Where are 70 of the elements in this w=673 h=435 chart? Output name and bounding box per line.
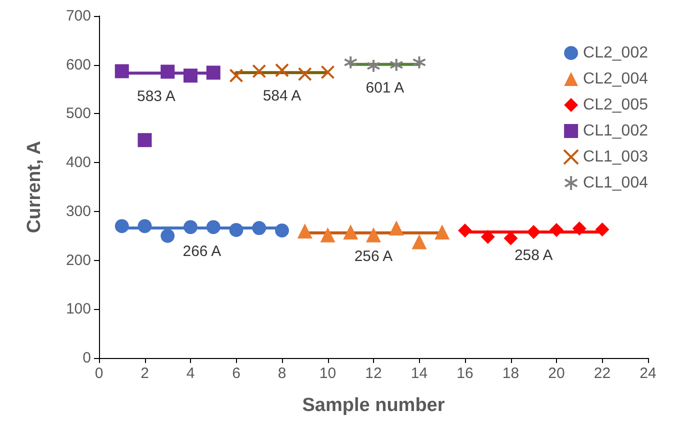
point <box>298 67 312 82</box>
point <box>114 219 129 234</box>
x-tick-label: 4 <box>186 365 195 382</box>
y-tick-label: 0 <box>82 350 91 366</box>
point <box>366 227 381 242</box>
point <box>114 64 129 78</box>
x-tick-label: 14 <box>410 365 428 382</box>
legend-label: CL1_004 <box>583 174 648 192</box>
y-tick-label: 500 <box>66 105 91 122</box>
point <box>595 222 610 237</box>
legend-label: CL2_004 <box>583 70 648 88</box>
point <box>297 223 312 238</box>
x-tick-label: 16 <box>456 365 474 382</box>
point <box>366 58 380 73</box>
x-tick-label: 12 <box>365 365 382 382</box>
point <box>550 222 564 237</box>
x-tick-label: 24 <box>640 365 656 382</box>
y-tick-label: 200 <box>66 252 91 269</box>
y-tick-label: 600 <box>66 56 91 74</box>
y-tick-label: 300 <box>66 202 91 220</box>
x-tick-label: 10 <box>319 365 336 382</box>
legend-label: CL2_005 <box>583 96 648 114</box>
point <box>320 227 336 242</box>
x-tick-label: 0 <box>94 365 104 382</box>
x-axis-title: Sample number <box>302 395 446 416</box>
point <box>252 221 266 236</box>
point <box>160 64 175 79</box>
point <box>160 228 175 243</box>
legend-label: CL2_002 <box>583 44 648 62</box>
x-tick-label: 6 <box>232 365 240 382</box>
point <box>389 58 404 72</box>
legend-label: CL1_003 <box>583 148 648 166</box>
point <box>572 222 586 236</box>
point <box>343 224 358 240</box>
point <box>320 65 335 80</box>
x-tick-label: 18 <box>502 365 520 382</box>
x-tick-label: 20 <box>548 365 565 382</box>
legend-label: CL1_002 <box>583 122 648 140</box>
point <box>480 230 495 244</box>
annotation: 256 A <box>354 248 393 265</box>
point <box>275 223 289 238</box>
point <box>344 55 358 70</box>
point <box>184 220 198 234</box>
point <box>434 224 450 240</box>
annotation: 266 A <box>182 243 222 260</box>
annotation: 583 A <box>137 88 176 106</box>
point <box>138 133 152 148</box>
x-tick-label: 22 <box>594 365 611 382</box>
x-tick-label: 2 <box>140 365 149 382</box>
point <box>229 223 244 237</box>
point <box>206 220 220 234</box>
x-tick-label: 8 <box>278 365 286 382</box>
point <box>138 219 152 234</box>
y-axis-title: Current, A <box>24 140 45 234</box>
point <box>206 66 220 80</box>
point <box>412 55 426 70</box>
point <box>184 68 198 83</box>
annotation: 601 A <box>366 79 404 96</box>
point <box>388 220 404 236</box>
point <box>458 223 472 238</box>
y-tick-label: 700 <box>66 8 91 24</box>
point <box>275 63 289 78</box>
annotation: 258 A <box>514 246 553 264</box>
point <box>252 64 266 78</box>
point <box>229 68 244 83</box>
y-tick-label: 100 <box>66 300 91 318</box>
point <box>412 234 427 250</box>
y-tick-label: 400 <box>66 154 91 172</box>
point <box>526 224 541 239</box>
annotation: 584 A <box>262 88 302 105</box>
